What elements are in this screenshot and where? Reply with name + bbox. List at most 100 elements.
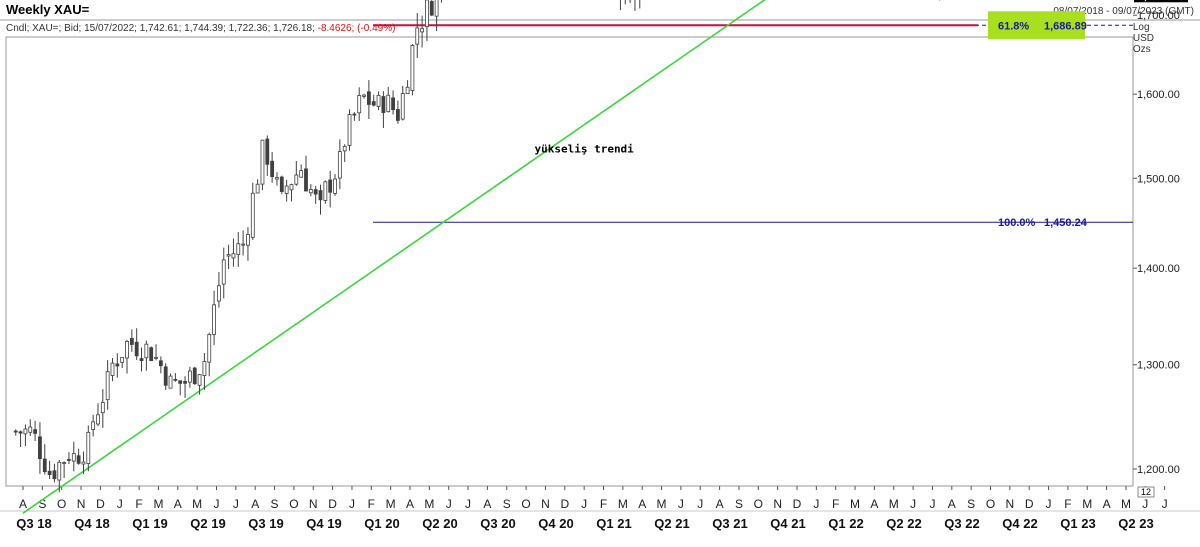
y-tick-label: 1,200.00 xyxy=(1137,464,1180,476)
candle-body xyxy=(129,338,134,345)
candle-body xyxy=(149,347,154,362)
last-price-tag xyxy=(1134,0,1188,3)
x-tick-label: A xyxy=(483,497,491,511)
quarter-label: Q4 22 xyxy=(1002,516,1037,531)
candle-body xyxy=(33,429,37,434)
x-tick-label: D xyxy=(793,497,802,511)
candle-body xyxy=(352,113,357,116)
quarter-label: Q1 21 xyxy=(596,516,631,531)
x-tick-label: J xyxy=(349,497,355,511)
y-tick-label: 1,300.00 xyxy=(1137,360,1180,372)
candle-body xyxy=(144,343,149,359)
x-tick-label: J xyxy=(233,497,239,511)
x-tick-label: J xyxy=(678,497,684,511)
candle-body xyxy=(347,114,352,146)
x-tick-label: F xyxy=(368,497,375,511)
candle-body xyxy=(246,234,250,246)
candle-body xyxy=(81,461,86,465)
candle-body xyxy=(100,402,105,414)
x-tick-label: S xyxy=(271,497,279,511)
candle-body xyxy=(226,254,231,257)
candle-body xyxy=(333,178,337,194)
candle-body xyxy=(391,97,395,111)
x-tick-label: A xyxy=(406,497,414,511)
candle-body xyxy=(28,426,33,433)
x-tick-label: M xyxy=(1121,497,1131,511)
x-tick-label: F xyxy=(135,497,142,511)
candle-body xyxy=(178,380,183,384)
candle-body xyxy=(415,27,420,45)
x-tick-label: M xyxy=(618,497,628,511)
candle-body xyxy=(279,176,284,192)
x-tick-label: N xyxy=(1006,497,1015,511)
candle-body xyxy=(275,177,279,180)
quarter-label: Q1 20 xyxy=(364,516,399,531)
quarter-label: Q2 23 xyxy=(1118,516,1153,531)
candle-body xyxy=(71,453,76,462)
x-tick-label: J xyxy=(1142,497,1148,511)
quarter-label: Q1 19 xyxy=(132,516,167,531)
fib-level-value: 1,686.89 xyxy=(1044,20,1087,32)
candle-body xyxy=(362,94,366,97)
candle-body xyxy=(76,455,81,464)
candle-body xyxy=(299,170,304,178)
quarter-label: Q3 21 xyxy=(712,516,747,531)
candle-body xyxy=(57,461,62,481)
candle-body xyxy=(434,0,439,17)
y-tick-label: 1,700.00 xyxy=(1137,10,1180,22)
candle-body xyxy=(420,28,424,33)
price-change: -8.4626; (-0.49%) xyxy=(317,23,396,34)
candle-body xyxy=(425,0,429,28)
quarter-label: Q3 18 xyxy=(16,516,51,531)
candle-body xyxy=(212,304,216,335)
x-tick-label: A xyxy=(716,497,724,511)
x-tick-label: M xyxy=(424,497,434,511)
candle-body xyxy=(376,94,381,107)
candle-body xyxy=(192,367,197,385)
candle-body xyxy=(23,428,28,435)
x-tick-label: A xyxy=(638,497,646,511)
candle-body xyxy=(13,430,18,433)
x-tick-label: J xyxy=(465,497,471,511)
candle-body xyxy=(241,243,246,246)
quarter-label: Q3 19 xyxy=(248,516,283,531)
x-tick-label: O xyxy=(521,497,530,511)
candle-body xyxy=(405,86,410,95)
x-tick-label: D xyxy=(328,497,337,511)
candle-body xyxy=(318,190,323,201)
x-tick-label: S xyxy=(735,497,743,511)
candle-body xyxy=(47,470,52,475)
trend-line xyxy=(22,0,766,514)
x-tick-label: A xyxy=(870,497,878,511)
candle-body xyxy=(154,356,158,359)
x-tick-label: J xyxy=(446,497,452,511)
unit: Ozs xyxy=(1132,44,1151,55)
candle-body xyxy=(250,192,255,238)
quarter-label: Q2 22 xyxy=(886,516,921,531)
candle-body xyxy=(410,45,415,91)
ohlc-info-line: Cndl; XAU=; Bid; 15/07/2022; 1,742.61; 1… xyxy=(6,23,395,34)
candle-body xyxy=(139,358,144,362)
candle-body xyxy=(86,431,91,464)
candle-body xyxy=(221,259,226,285)
candle-body xyxy=(134,341,139,357)
candle-body xyxy=(284,185,289,194)
y-tick-label: 1,600.00 xyxy=(1137,89,1180,101)
quarter-label: Q2 20 xyxy=(422,516,457,531)
x-tick-label: O xyxy=(57,497,66,511)
candle-body xyxy=(197,374,202,386)
candle-body xyxy=(207,334,212,363)
candle-body xyxy=(381,96,386,113)
x-tick-label: J xyxy=(117,497,123,511)
x-tick-label: M xyxy=(153,497,163,511)
x-tick-label: A xyxy=(1103,497,1111,511)
x-tick-label: A xyxy=(948,497,956,511)
candle-body xyxy=(342,145,347,152)
axis-badge xyxy=(1137,486,1155,498)
candle-body xyxy=(168,375,173,389)
candle-body xyxy=(42,458,47,473)
candle-body xyxy=(255,183,260,194)
quarter-label: Q4 18 xyxy=(74,516,109,531)
candle-body xyxy=(202,361,207,376)
